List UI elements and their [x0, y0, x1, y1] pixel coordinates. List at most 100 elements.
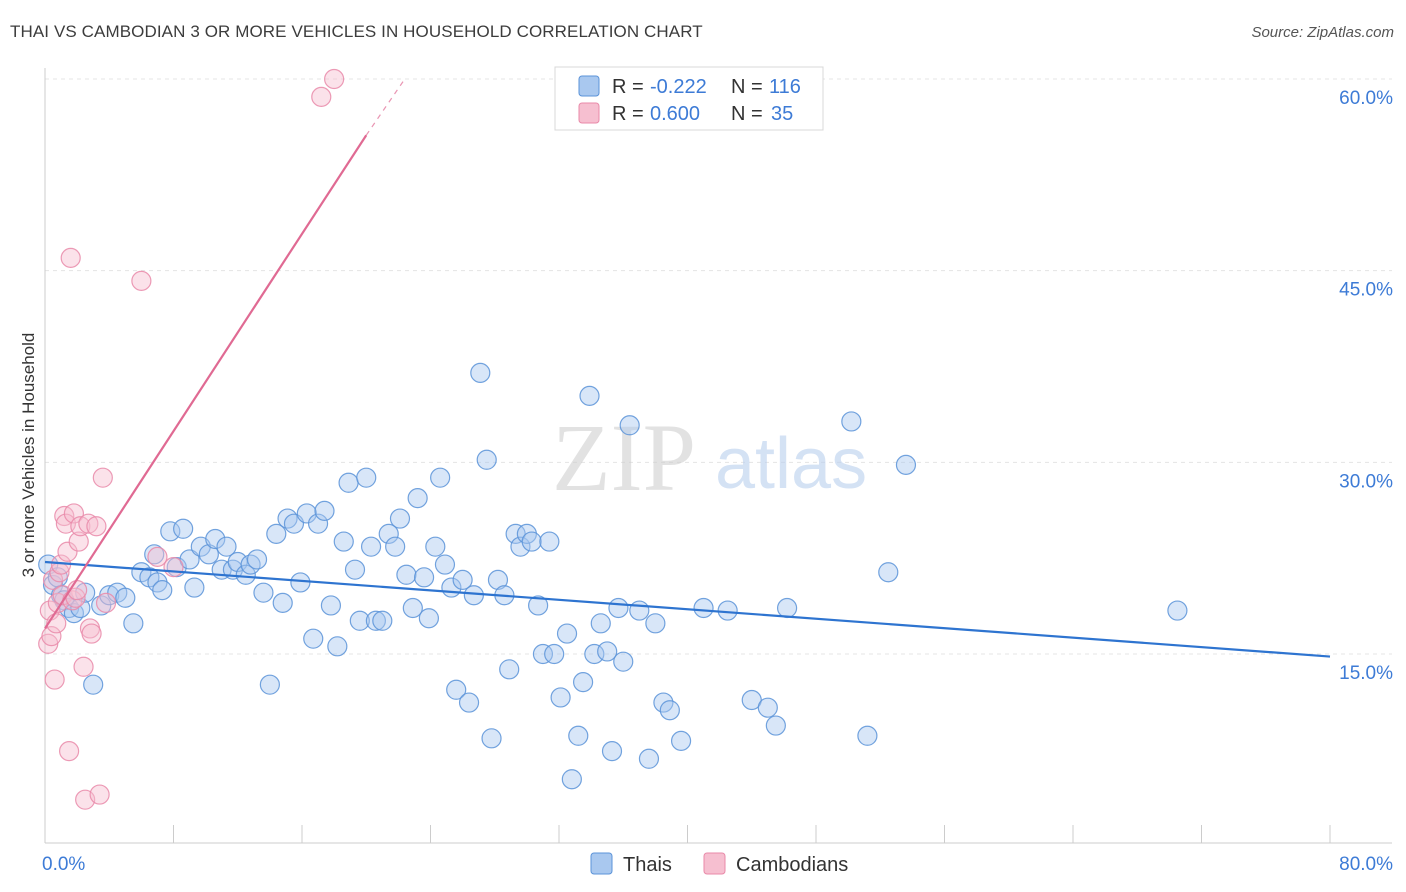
point-thais-24: [184, 577, 205, 598]
point-thais-13: [115, 587, 136, 608]
point-thais-82: [528, 595, 549, 616]
point-thais-97: [613, 651, 634, 672]
point-thais-74: [481, 728, 502, 749]
point-thais-56: [378, 523, 399, 544]
watermark: ZIP atlas: [552, 404, 867, 511]
trend-line-cambodians-extension: [365, 78, 406, 136]
point-cambodians-20: [70, 516, 91, 537]
point-thais-103: [659, 700, 680, 721]
point-thais-41: [290, 572, 311, 593]
point-cambodians-2: [41, 626, 62, 647]
legend-swatch-thais: [578, 75, 600, 97]
legend-n-value-thais: 116: [769, 76, 801, 98]
trend-line-cambodians: [44, 134, 368, 630]
point-cambodians-27: [89, 784, 110, 805]
point-thais-83: [532, 643, 554, 665]
trend-lines: [44, 78, 1331, 658]
point-thais-75: [487, 569, 509, 590]
point-thais-99: [629, 600, 650, 621]
point-thais-49: [338, 472, 359, 493]
point-thais-85: [544, 643, 565, 665]
legend-r-label-cambodians: R =: [612, 103, 644, 125]
legend-n-label-cambodians: N =: [731, 103, 763, 125]
point-thais-84: [539, 531, 560, 552]
point-cambodians-13: [58, 741, 80, 762]
point-thais-111: [841, 411, 862, 432]
point-thais-100: [638, 748, 660, 769]
legend-swatch-cambodians: [578, 102, 600, 124]
legend-n-value-cambodians: 35: [771, 103, 793, 125]
point-thais-79: [510, 536, 531, 557]
correlation-legend: R = -0.222 N = 116 R = 0.600 N = 35: [554, 66, 824, 131]
point-thais-89: [568, 725, 589, 746]
point-thais-77: [499, 659, 520, 680]
point-thais-93: [590, 613, 611, 634]
point-thais-45: [314, 500, 335, 521]
point-thais-112: [857, 725, 878, 746]
point-thais-26: [198, 544, 219, 565]
point-thais-98: [619, 415, 640, 436]
point-thais-91: [579, 385, 600, 406]
point-thais-95: [601, 741, 623, 762]
point-thais-110: [776, 597, 798, 619]
point-cambodians-12: [57, 541, 78, 562]
legend-r-value-thais: -0.222: [650, 76, 707, 98]
point-thais-105: [693, 597, 714, 619]
point-thais-19: [152, 580, 173, 601]
y-tick-labels: 15.0% 30.0% 45.0% 60.0%: [1339, 88, 1393, 684]
point-thais-66: [434, 554, 456, 575]
point-thais-36: [259, 674, 280, 695]
point-thais-88: [561, 769, 582, 790]
point-thais-115: [1167, 600, 1188, 621]
point-cambodians-34: [324, 68, 345, 90]
point-thais-61: [407, 488, 428, 509]
point-thais-57: [385, 536, 406, 557]
y-axis-label: 3 or more Vehicles in Household: [19, 333, 38, 578]
point-thais-71: [463, 585, 484, 606]
y-tick-label-1: 30.0%: [1339, 471, 1393, 492]
point-thais-96: [608, 597, 629, 619]
point-thais-9: [83, 674, 104, 695]
source-label: Source: ZipAtlas.com: [1251, 24, 1394, 41]
point-cambodians-23: [78, 513, 99, 534]
point-thais-62: [413, 567, 435, 588]
point-thais-42: [296, 503, 317, 524]
point-cambodians-16: [63, 503, 85, 524]
point-thais-90: [572, 672, 594, 693]
point-thais-72: [470, 362, 491, 383]
point-thais-8: [75, 582, 96, 603]
point-thais-108: [757, 697, 778, 718]
point-thais-32: [235, 564, 256, 585]
point-thais-17: [144, 544, 165, 565]
legend-r-label-thais: R =: [612, 76, 644, 98]
point-thais-46: [320, 595, 342, 616]
trend-line-thais: [44, 560, 1331, 658]
point-thais-31: [227, 551, 248, 573]
point-thais-94: [597, 641, 618, 662]
point-thais-51: [349, 610, 370, 631]
point-thais-34: [246, 549, 268, 570]
point-cambodians-4: [44, 669, 65, 690]
point-thais-92: [584, 643, 605, 665]
chart-title: THAI VS CAMBODIAN 3 OR MORE VEHICLES IN …: [10, 22, 703, 41]
x-tick-labels: 0.0% 80.0%: [42, 854, 1393, 875]
point-thais-20: [160, 521, 181, 542]
point-cambodians-31: [147, 546, 168, 567]
point-thais-113: [878, 562, 899, 583]
y-tick-label-3: 60.0%: [1339, 88, 1393, 109]
series-legend-label-thais: Thais: [623, 854, 672, 876]
point-thais-37: [266, 523, 287, 544]
point-thais-63: [418, 608, 439, 629]
point-thais-73: [476, 449, 497, 470]
point-thais-35: [253, 582, 274, 603]
point-thais-48: [333, 531, 354, 552]
point-cambodians-32: [163, 557, 184, 578]
point-thais-44: [307, 513, 329, 534]
point-thais-65: [430, 467, 451, 488]
axes: [44, 68, 1392, 844]
point-thais-58: [389, 508, 411, 529]
point-thais-27: [205, 528, 226, 550]
series-legend-label-cambodians: Cambodians: [736, 854, 848, 876]
point-cambodians-30: [131, 270, 152, 291]
